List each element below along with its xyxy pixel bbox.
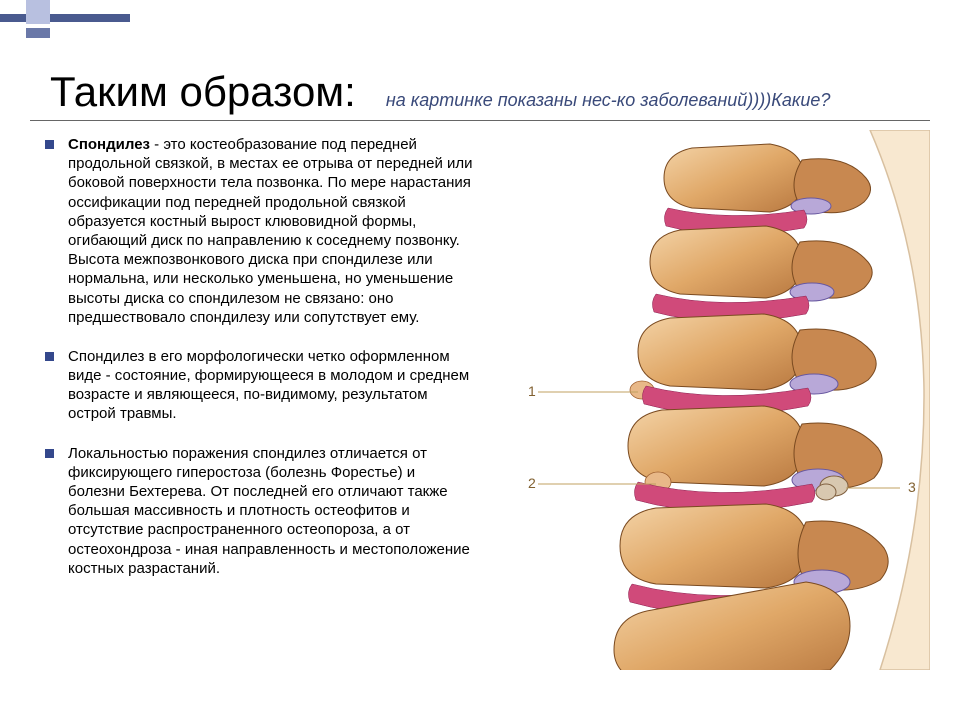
vertebra-3	[630, 314, 876, 415]
title-rule	[30, 120, 930, 121]
title-row: Таким образом: на картинке показаны нес-…	[50, 68, 940, 116]
callout-2: 2	[528, 475, 536, 491]
spine-illustration: 1 2 3	[510, 130, 930, 670]
bullet-text: Локальностью поражения спондилез отличае…	[68, 444, 475, 578]
corner-decoration	[0, 0, 160, 50]
bullet-icon	[45, 140, 54, 149]
vertebra-1	[664, 144, 871, 235]
list-item: Спондилез - это костеобразование под пер…	[45, 135, 475, 327]
list-item: Локальностью поражения спондилез отличае…	[45, 444, 475, 578]
bullet-list: Спондилез - это костеобразование под пер…	[45, 135, 475, 598]
bullet-text: Спондилез - это костеобразование под пер…	[68, 135, 475, 327]
bullet-text: Спондилез в его морфологически четко офо…	[68, 347, 475, 424]
bullet-body: - это костеобразование под передней прод…	[68, 136, 473, 326]
page-title: Таким образом:	[50, 68, 356, 116]
bullet-icon	[45, 352, 54, 361]
vertebra-4	[628, 406, 882, 512]
bullet-body: Локальностью поражения спондилез отличае…	[68, 445, 470, 577]
bullet-body: Спондилез в его морфологически четко офо…	[68, 348, 469, 423]
bullet-icon	[45, 449, 54, 458]
callout-3: 3	[908, 479, 916, 495]
subtitle-question: на картинке показаны нес-ко заболеваний)…	[386, 90, 831, 111]
vertebra-2	[650, 226, 872, 322]
callout-1: 1	[528, 383, 536, 399]
bullet-lead: Спондилез	[68, 136, 150, 153]
list-item: Спондилез в его морфологически четко офо…	[45, 347, 475, 424]
